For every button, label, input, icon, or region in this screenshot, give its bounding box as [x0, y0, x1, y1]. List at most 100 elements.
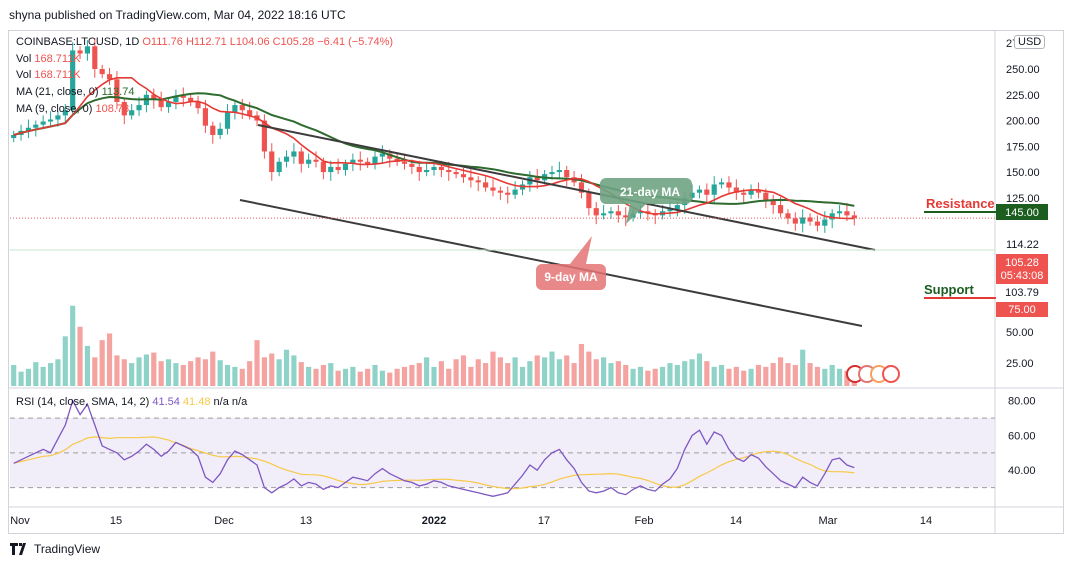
time-axis-tick: Feb — [635, 515, 654, 527]
candle-body — [822, 219, 828, 226]
candle-body — [129, 110, 135, 116]
volume-bar — [372, 364, 378, 386]
volume-bar — [542, 357, 548, 386]
legend-ma9-label: MA (9, close, 0) — [16, 103, 93, 115]
candle-body — [165, 101, 172, 108]
candle-body — [151, 94, 157, 100]
volume-bar — [468, 366, 474, 386]
volume-bar — [564, 355, 570, 386]
volume-bar — [770, 363, 776, 386]
candle-body — [512, 189, 518, 195]
candle-body — [453, 172, 459, 175]
candle-body — [283, 156, 290, 162]
volume-bar — [165, 359, 172, 386]
candle-body — [261, 120, 267, 152]
candle-body — [438, 166, 444, 171]
volume-bar — [188, 361, 194, 386]
publish-info: shyna published on TradingView.com, Mar … — [9, 8, 346, 22]
candle-body — [814, 221, 821, 226]
candle-body — [269, 151, 275, 173]
candle-body — [99, 68, 105, 75]
time-axis-tick: Nov — [10, 515, 30, 527]
volume-bar — [674, 364, 680, 386]
volume-bar — [47, 363, 54, 386]
candle-body — [777, 205, 784, 214]
legend-vol1-value: 168.711K — [34, 53, 81, 65]
volume-bar — [438, 361, 444, 386]
legend-ma21-row: MA (21, close, 0) 113.74 — [16, 86, 134, 98]
volume-bar — [519, 366, 526, 386]
footer-brand[interactable]: TradingView — [10, 542, 100, 556]
legend-vol1-row: Vol 168.711K — [16, 53, 81, 65]
volume-bar — [247, 361, 253, 386]
candle-body — [637, 211, 644, 214]
ma9-line — [13, 77, 855, 220]
volume-bar — [394, 368, 400, 386]
volume-bar — [173, 363, 179, 386]
volume-bar — [807, 363, 813, 386]
volume-bar — [645, 370, 651, 386]
candle-body — [217, 128, 223, 135]
volume-bar — [379, 370, 385, 386]
volume-bar — [704, 361, 710, 386]
support-price-tag-bg — [996, 302, 1048, 317]
candle-body — [534, 177, 540, 181]
candle-body — [844, 211, 850, 216]
candle-body — [202, 108, 208, 126]
candle-body — [173, 95, 179, 102]
volume-bar — [490, 351, 496, 386]
candle-body — [33, 124, 39, 128]
volume-bar — [33, 362, 39, 386]
time-axis-tick: 2022 — [422, 515, 446, 527]
volume-bar — [453, 359, 459, 386]
candle-body — [306, 159, 312, 164]
volume-bar — [792, 364, 798, 386]
candle-body — [615, 211, 621, 216]
volume-bar — [719, 364, 725, 386]
legend-ma21-value: 113.74 — [101, 86, 135, 98]
volume-bar — [689, 359, 695, 386]
volume-bar — [239, 368, 245, 386]
candle-body — [593, 208, 599, 216]
candle-body — [409, 163, 415, 167]
candle-body — [70, 50, 76, 111]
candle-body — [836, 211, 843, 214]
volume-bar — [763, 366, 769, 386]
candle-body — [807, 217, 813, 222]
legend-rsi-sma-value: 41.48 — [182, 396, 211, 408]
volume-bar — [497, 357, 503, 386]
candle-body — [460, 174, 467, 178]
price-axis-tick: 25.00 — [1006, 358, 1034, 370]
candle-body — [792, 218, 798, 224]
currency-button[interactable]: USD — [1014, 35, 1046, 49]
candle-body — [578, 182, 585, 193]
time-axis-tick: 14 — [920, 515, 932, 527]
candle-body — [770, 200, 776, 206]
price-axis-tick: 225.00 — [1006, 90, 1040, 102]
price-axis-tick: 125.00 — [1006, 193, 1040, 205]
ma21-callout-label: 21-day MA — [620, 185, 680, 199]
legend-vol2-row: Vol 168.711K — [16, 69, 81, 81]
ma9-price-tag: 103.79 — [1005, 287, 1039, 299]
tradingview-logo-icon — [10, 543, 26, 555]
candle-body — [829, 213, 835, 220]
volume-bar — [800, 349, 806, 386]
candle-body — [106, 74, 113, 80]
time-axis-tick: Mar — [819, 515, 838, 527]
volume-bar — [254, 340, 260, 386]
channel-upper-line — [257, 124, 876, 251]
support-price-tag: 75.00 — [1008, 304, 1036, 316]
volume-bar — [70, 305, 76, 386]
volume-bar — [652, 368, 658, 386]
volume-bar — [55, 359, 61, 386]
channel-lower-line — [239, 199, 863, 327]
volume-bar — [224, 364, 231, 386]
volume-bar — [578, 343, 585, 386]
volume-bar — [527, 361, 533, 386]
volume-bar — [342, 368, 349, 386]
candle-body — [92, 46, 98, 69]
candle-body — [320, 161, 326, 173]
volume-bar — [99, 340, 105, 386]
footer-brand-label: TradingView — [34, 542, 101, 556]
